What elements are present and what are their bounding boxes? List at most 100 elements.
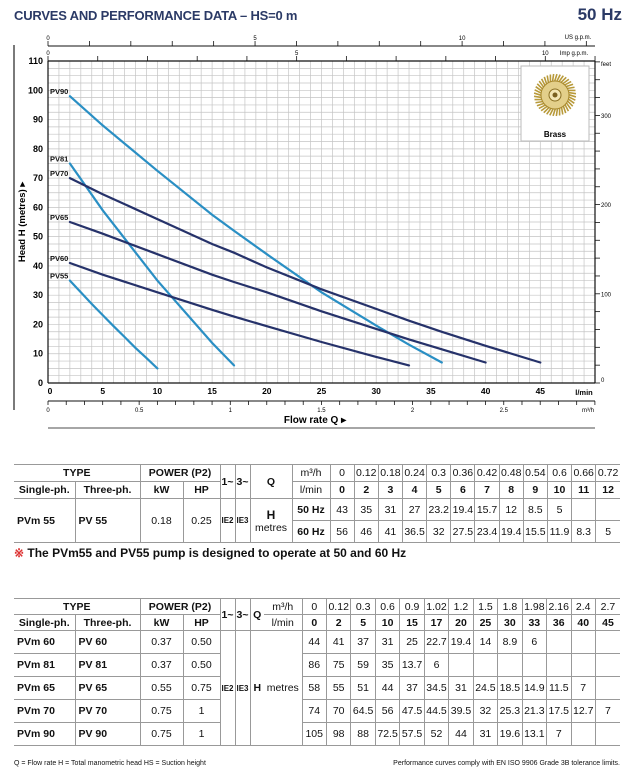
m3h-value: 2.4 — [570, 598, 596, 615]
head-value-60hz: 41 — [377, 520, 403, 543]
x-axis-title: Flow rate Q ▸ — [284, 415, 347, 426]
freq-50hz-label: 50 Hz — [291, 498, 331, 521]
curve-label-pv65: PV65 — [50, 213, 68, 222]
head-value-50hz: 43 — [329, 498, 355, 521]
power-hp: 0.75 — [182, 676, 221, 700]
head-value: 47.5 — [399, 699, 425, 723]
header-row-2: Single-ph. Three-ph. kW HP l/min 0 2 5 10 15 17 20 2… — [14, 614, 620, 631]
power-hp: 1 — [182, 722, 221, 746]
curve-label-pv60: PV60 — [50, 254, 68, 263]
metres-label: metres — [264, 630, 303, 746]
head-value: 31 — [374, 630, 400, 654]
head-value: 72.5 — [374, 722, 400, 746]
data-row: PVm 90 PV 90 0.75 1 105 98 88 72.5 57.5 52 44 31 19.… — [14, 722, 620, 746]
q-header: Q — [249, 464, 293, 499]
pv55-note: ※ The PVm55 and PV55 pump is designed to… — [14, 546, 406, 560]
hp-header: HP — [182, 614, 221, 631]
m3h-value: 0.24 — [401, 464, 427, 482]
head-value-50hz: 5 — [546, 498, 572, 521]
head-value: 18.5 — [497, 676, 523, 700]
m3h-value: 0 — [329, 464, 355, 482]
three-phase-model: PV 65 — [74, 676, 140, 700]
m3h-value: 0.72 — [595, 464, 620, 482]
lmin-value: 2 — [353, 481, 379, 499]
y-axis-title: Head H (metres) ▸ — [17, 181, 28, 262]
m3h-value: 0.42 — [474, 464, 500, 482]
y-tick-label: 110 — [28, 56, 43, 66]
head-value-50hz: 12 — [498, 498, 524, 521]
single-phase-model: PVm 81 — [14, 653, 75, 677]
three-phase-model: PV 70 — [74, 699, 140, 723]
three-phase-class-header: 3~ — [234, 598, 251, 631]
head-value: 44.5 — [423, 699, 449, 723]
y-tick-label: 70 — [33, 173, 43, 183]
head-value: 44 — [448, 722, 474, 746]
single-phase-model: PVm 65 — [14, 676, 75, 700]
lmin-value: 5 — [426, 481, 451, 499]
head-value — [594, 676, 620, 700]
m3h-value: 0.12 — [353, 464, 379, 482]
y-tick-label: 20 — [33, 319, 43, 329]
single-phase-header: Single-ph. — [14, 614, 75, 631]
m3h-tick-label: 1.5 — [317, 408, 326, 414]
three-phase-model: PV 81 — [74, 653, 140, 677]
us-gpm-tick-label: 0 — [46, 36, 50, 42]
head-value: 51 — [350, 676, 376, 700]
imp-gpm-unit-label: Imp g.p.m. — [560, 51, 589, 57]
single-phase-class-header: 1~ — [219, 598, 236, 631]
lmin-unit-header: l/min — [264, 614, 303, 631]
y-tick-label: 80 — [33, 144, 43, 154]
m3h-value: 0.54 — [522, 464, 548, 482]
m3h-value: 0.3 — [426, 464, 451, 482]
power-kw: 0.18 — [139, 498, 183, 543]
head-value: 19.6 — [497, 722, 523, 746]
head-value: 44 — [301, 630, 327, 654]
y-tick-label: 100 — [28, 85, 43, 95]
head-value-60hz: 15.5 — [522, 520, 548, 543]
head-value-60hz: 11.9 — [546, 520, 572, 543]
impeller-center — [552, 92, 558, 98]
three-phase-model: PV 55 — [74, 498, 140, 543]
head-value-50hz: 35 — [353, 498, 379, 521]
data-row: PVm 65 PV 65 0.55 0.75 58 55 51 44 37 34.5 31 24.5 1… — [14, 676, 620, 700]
curve-pv70 — [68, 177, 542, 364]
three-phase-header: Three-ph. — [74, 614, 140, 631]
head-value — [472, 653, 498, 677]
head-value: 52 — [423, 722, 449, 746]
us-gpm-tick-label: 5 — [253, 36, 257, 42]
head-value: 44 — [374, 676, 400, 700]
m3h-value: 0.12 — [325, 598, 351, 615]
power-hp: 0.50 — [182, 630, 221, 654]
head-value-50hz: 19.4 — [450, 498, 475, 521]
y-tick-label: 30 — [33, 290, 43, 300]
lmin-value: 40 — [570, 614, 596, 631]
x-tick-label: 45 — [536, 386, 546, 396]
m3h-tick-label: 2 — [411, 408, 415, 414]
single-phase-model: PVm 60 — [14, 630, 75, 654]
m3h-tick-label: 0 — [46, 408, 50, 414]
m3h-value: 0.9 — [399, 598, 425, 615]
us-gpm-unit-label: US g.p.m. — [565, 35, 592, 41]
lmin-value: 15 — [399, 614, 425, 631]
type-header: TYPE — [14, 598, 140, 615]
head-value-50hz: 23.2 — [426, 498, 451, 521]
head-value: 34.5 — [423, 676, 449, 700]
head-value: 35 — [374, 653, 400, 677]
head-value: 39.5 — [448, 699, 474, 723]
power-hp: 0.50 — [182, 653, 221, 677]
head-value: 7 — [546, 722, 571, 746]
head-value: 21.3 — [521, 699, 547, 723]
power-kw: 0.75 — [139, 722, 183, 746]
head-value: 37 — [350, 630, 376, 654]
m3h-tick-label: 2.5 — [500, 408, 509, 414]
imp-gpm-tick-label: 10 — [542, 51, 549, 57]
m3h-value: 1.2 — [448, 598, 474, 615]
head-value — [570, 630, 596, 654]
head-value — [546, 653, 571, 677]
head-value: 14.9 — [521, 676, 547, 700]
three-phase-header: Three-ph. — [74, 481, 140, 499]
m3h-value: 1.5 — [472, 598, 498, 615]
